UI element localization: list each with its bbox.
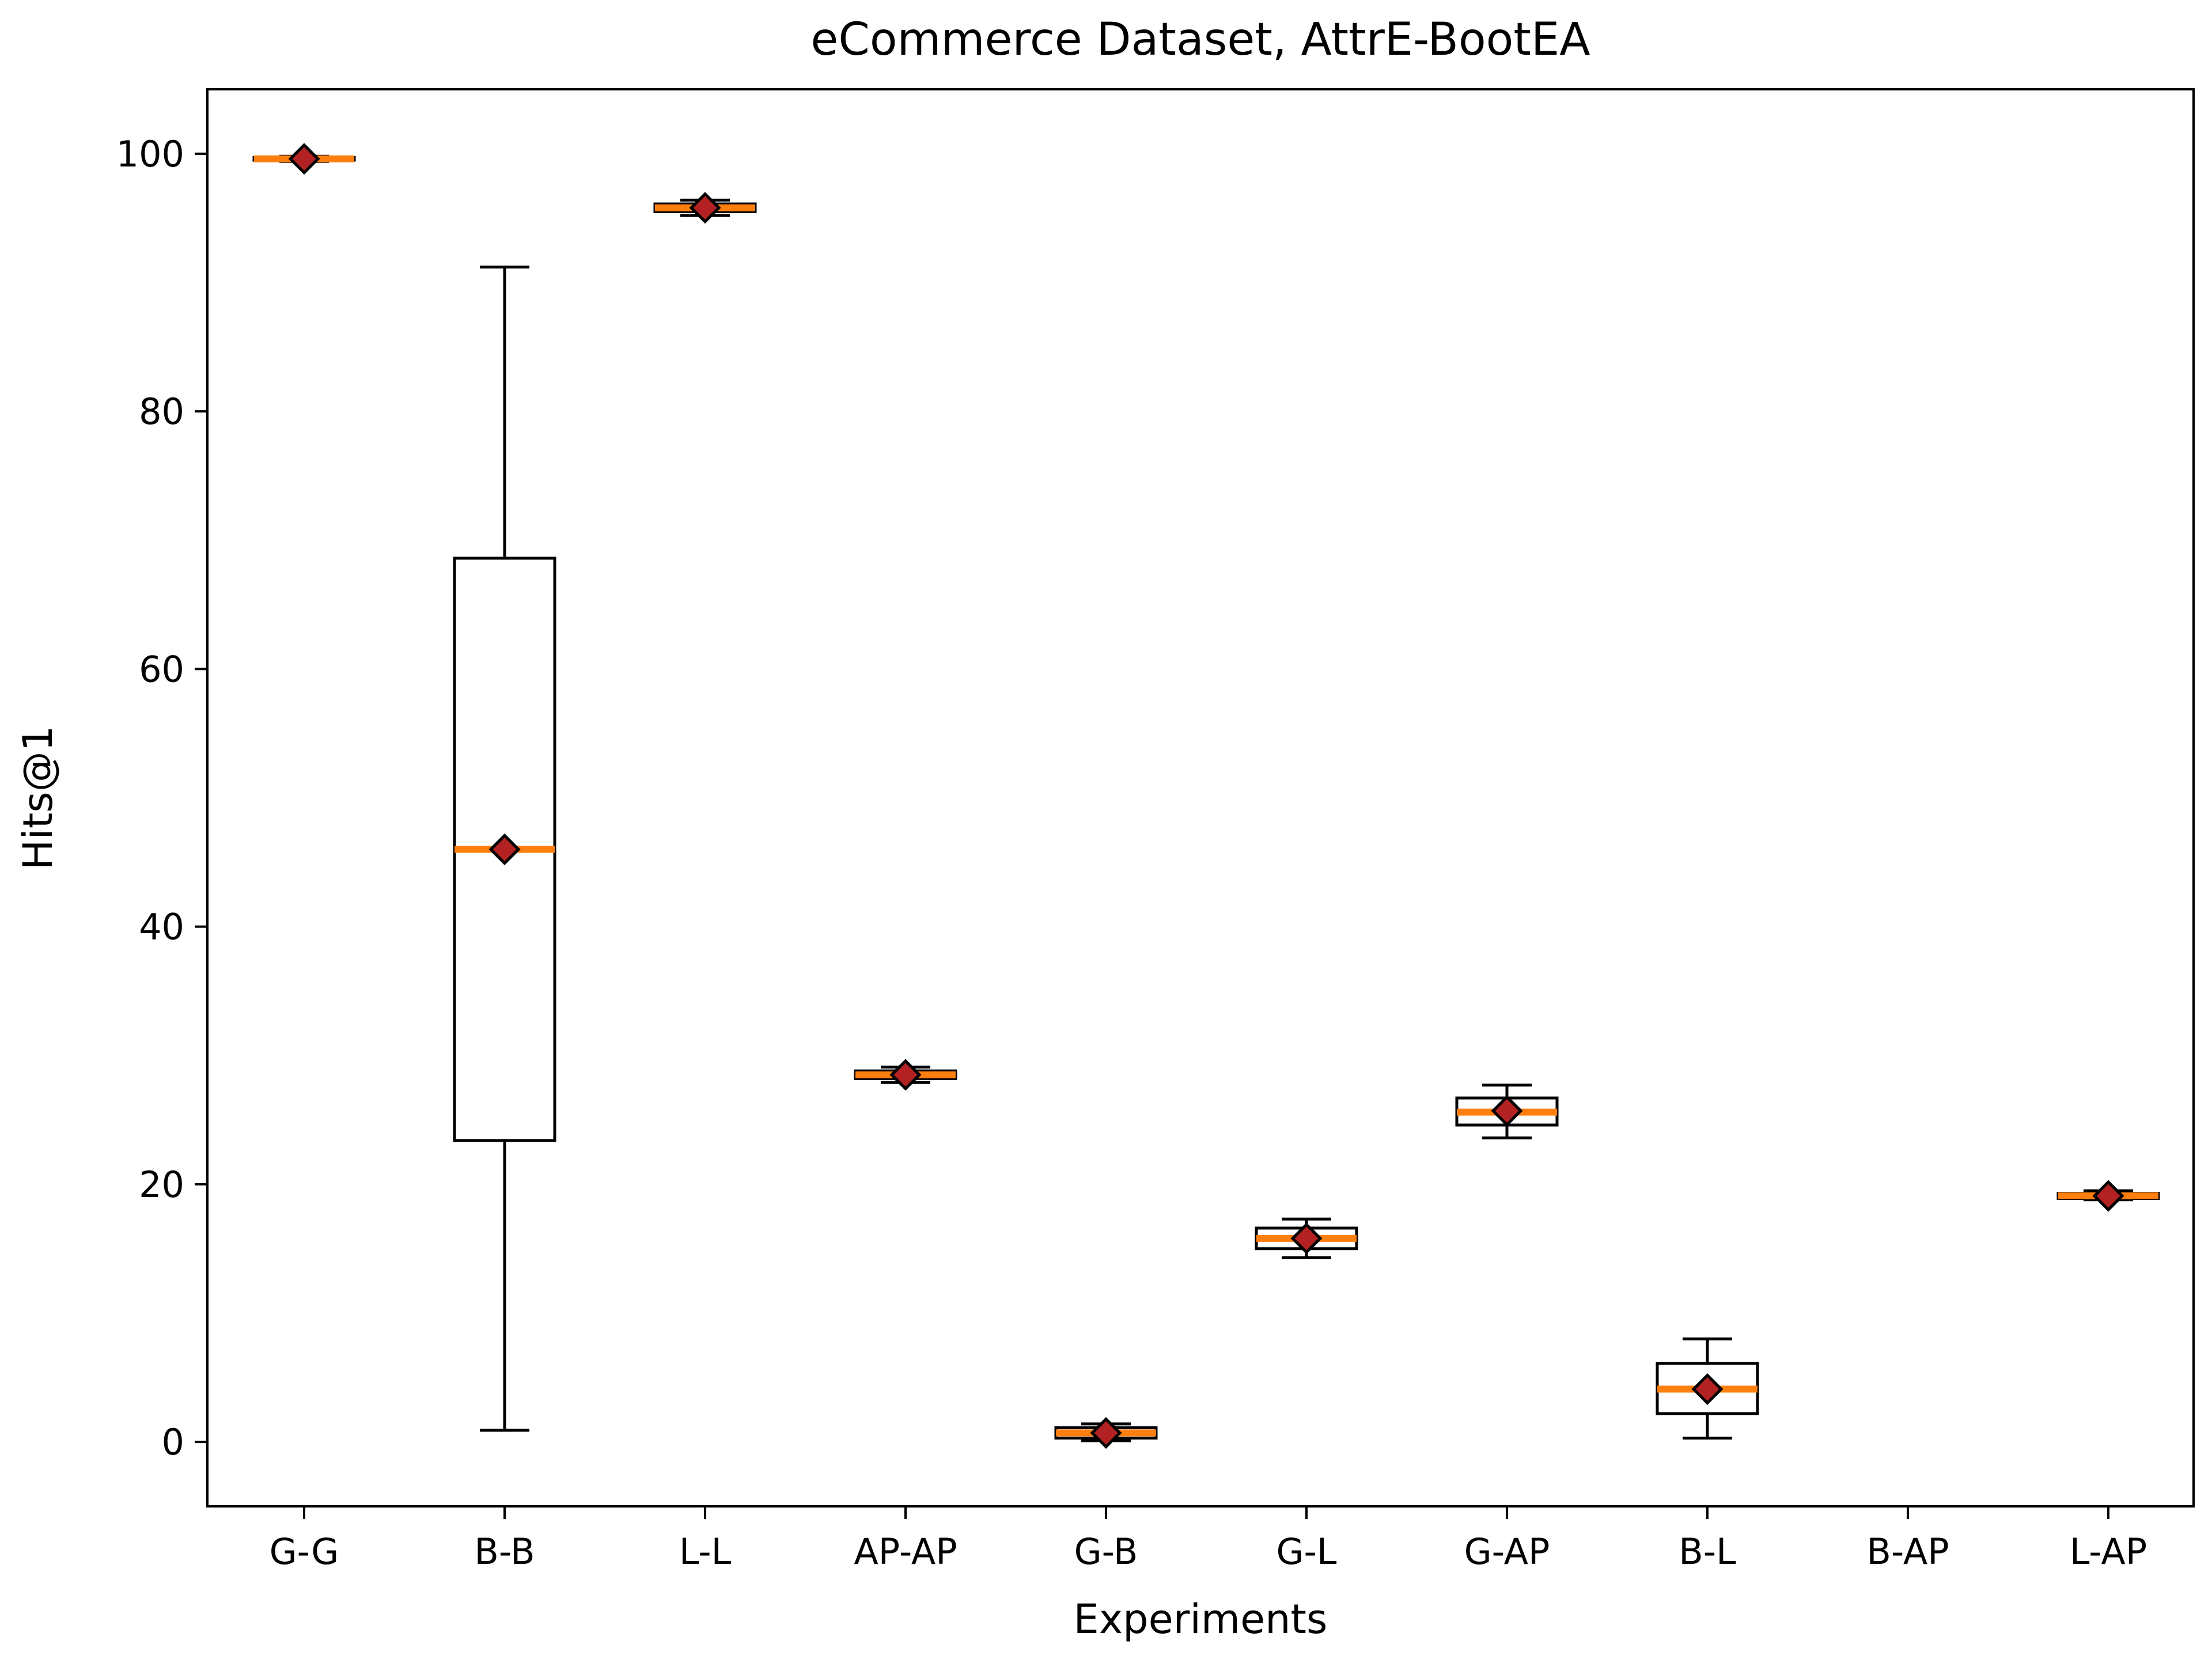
box-group-l-l (653, 192, 757, 224)
box-group-b-l (1656, 1337, 1759, 1440)
x-tick-label: G-L (1277, 1531, 1337, 1573)
x-tick-label: B-L (1679, 1531, 1736, 1573)
box-group-g-ap (1455, 1084, 1559, 1139)
x-tick-label: B-AP (1866, 1531, 1949, 1573)
mean-marker (2092, 1180, 2124, 1212)
mean-marker (1691, 1373, 1724, 1406)
plot-area (252, 143, 2160, 1449)
x-tick-label: L-AP (2070, 1531, 2147, 1573)
chart-title: eCommerce Dataset, AttrE-BootEA (810, 14, 1590, 66)
y-tick-label: 40 (139, 906, 184, 948)
box-group-b-b (453, 266, 556, 1432)
mean-marker (889, 1059, 922, 1091)
x-tick-label: G-G (270, 1531, 339, 1573)
x-tick-label: AP-AP (854, 1531, 957, 1573)
box-group-g-b (1054, 1416, 1158, 1449)
x-tick-label: L-L (679, 1531, 732, 1573)
y-axis: 0 20 40 60 80 100 (116, 133, 207, 1463)
y-tick-label: 0 (162, 1421, 184, 1463)
box-group-ap-ap (854, 1059, 957, 1091)
x-axis: G-G B-B L-L AP-AP G-B G-L G-AP B-L B-AP L-AP (270, 1506, 2147, 1573)
mean-marker (689, 192, 721, 224)
mean-marker (488, 833, 521, 865)
box-group-l-ap (2056, 1180, 2160, 1212)
x-tick-label: G-B (1074, 1531, 1138, 1573)
x-axis-label: Experiments (1074, 1596, 1328, 1643)
y-tick-label: 20 (139, 1164, 184, 1206)
mean-marker (1491, 1094, 1523, 1127)
y-tick-label: 60 (139, 648, 184, 690)
plot-frame (206, 88, 2195, 1508)
mean-marker (1290, 1222, 1323, 1255)
box-group-g-g (252, 143, 356, 175)
y-tick-label: 100 (116, 133, 184, 175)
mean-marker (288, 143, 320, 175)
box-group-g-l (1255, 1217, 1358, 1259)
x-tick-label: B-B (474, 1531, 535, 1573)
mean-marker (1090, 1416, 1122, 1449)
y-tick-label: 80 (139, 391, 184, 433)
y-axis-label: Hits@1 (14, 726, 62, 870)
x-tick-label: G-AP (1464, 1531, 1550, 1573)
